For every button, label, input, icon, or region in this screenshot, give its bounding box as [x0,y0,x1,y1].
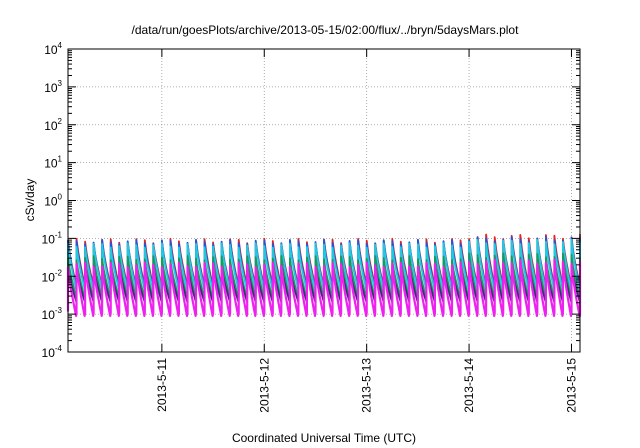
y-tick-label: 10-1 [42,230,63,246]
y-tick-label: 10-3 [42,306,63,322]
x-tick-label: 2013-5-15 [564,358,578,413]
y-axis-label: cSv/day [23,179,37,222]
chart-title: /data/run/goesPlots/archive/2013-05-15/0… [132,23,520,37]
x-tick-label: 2013-5-12 [257,358,271,413]
x-tick-label: 2013-5-14 [462,358,476,413]
y-tick-label: 103 [44,79,62,95]
y-tick-label: 102 [44,117,62,133]
x-tick-label: 2013-5-13 [360,358,374,413]
y-tick-label: 104 [44,41,62,57]
x-axis-label: Coordinated Universal Time (UTC) [232,431,416,445]
series-line [66,258,582,317]
y-tick-label: 10-2 [42,268,63,284]
series-group [66,233,582,317]
y-tick-label: 10-4 [42,344,63,360]
y-tick-label: 101 [44,155,62,171]
x-tick-label: 2013-5-11 [155,358,169,412]
y-tick-label: 100 [44,193,62,209]
x-axis: 2013-5-11 2013-5-12 2013-5-13 2013-5-14 2013… [155,49,578,413]
y-axis: 10-4 10-3 10-2 10-1 100 101 102 103 104 [42,41,580,360]
